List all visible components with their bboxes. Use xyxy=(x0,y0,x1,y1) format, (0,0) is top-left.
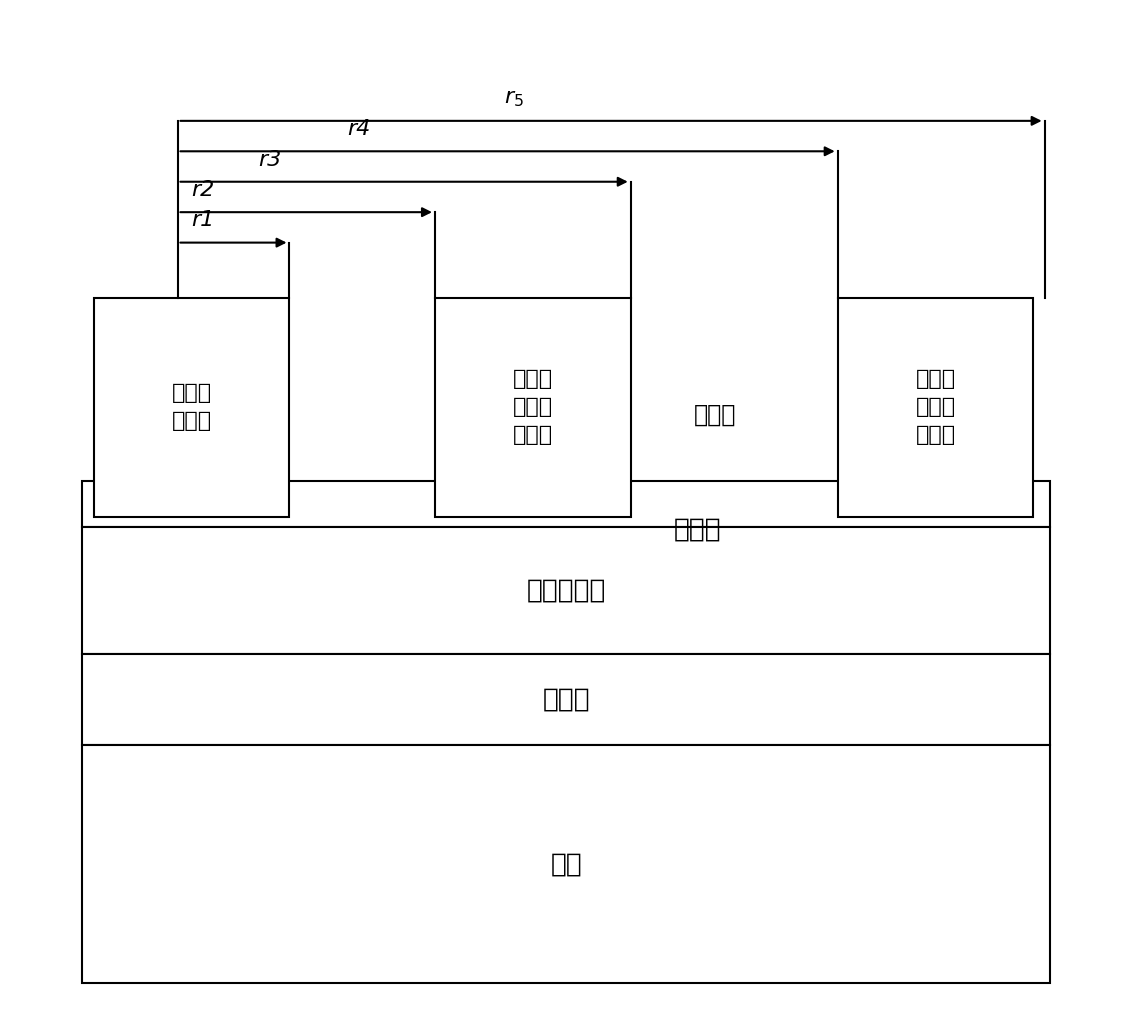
Text: r1: r1 xyxy=(190,211,214,230)
Text: r3: r3 xyxy=(258,149,282,170)
Text: r4: r4 xyxy=(347,119,371,139)
Text: 成核层: 成核层 xyxy=(542,686,591,712)
Bar xyxy=(94,299,290,517)
Text: 第一圆
环形欧
姆电极: 第一圆 环形欧 姆电极 xyxy=(513,369,553,445)
Text: 第二圆
环形欧
姆电极: 第二圆 环形欧 姆电极 xyxy=(915,369,956,445)
Text: $r_5$: $r_5$ xyxy=(504,89,524,108)
Bar xyxy=(82,527,1050,654)
Bar xyxy=(82,481,1050,527)
Text: 衬底: 衬底 xyxy=(550,851,583,877)
Bar xyxy=(837,299,1033,517)
Text: 圆形欧
姆电极: 圆形欧 姆电极 xyxy=(171,384,212,432)
Bar xyxy=(82,654,1050,745)
Text: 本征缓冲层: 本征缓冲层 xyxy=(526,577,606,604)
Text: 势垒层: 势垒层 xyxy=(693,403,736,428)
Text: 插入层: 插入层 xyxy=(674,517,721,542)
Bar xyxy=(82,745,1050,983)
Bar xyxy=(435,299,631,517)
Text: r2: r2 xyxy=(190,180,214,201)
